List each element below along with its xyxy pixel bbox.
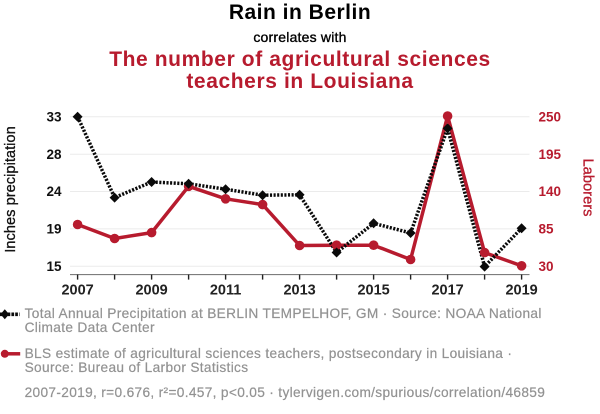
svg-text:195: 195 [539,147,562,162]
svg-text:2009: 2009 [135,283,167,299]
svg-text:2007: 2007 [61,283,93,299]
svg-text:2017: 2017 [431,283,463,299]
svg-text:2011: 2011 [210,283,241,299]
svg-text:15: 15 [46,259,62,274]
svg-text:85: 85 [539,222,555,237]
svg-text:33: 33 [46,110,62,125]
svg-text:2015: 2015 [357,283,389,299]
svg-text:24: 24 [46,184,62,199]
svg-text:28: 28 [46,147,62,162]
svg-text:30: 30 [539,259,554,274]
svg-text:2019: 2019 [505,283,537,299]
svg-text:Inches precipitation: Inches precipitation [3,126,19,253]
svg-text:250: 250 [539,110,562,125]
svg-text:Laborers: Laborers [579,159,595,217]
svg-text:19: 19 [46,222,61,237]
svg-text:140: 140 [539,184,562,199]
svg-text:2013: 2013 [283,283,315,299]
